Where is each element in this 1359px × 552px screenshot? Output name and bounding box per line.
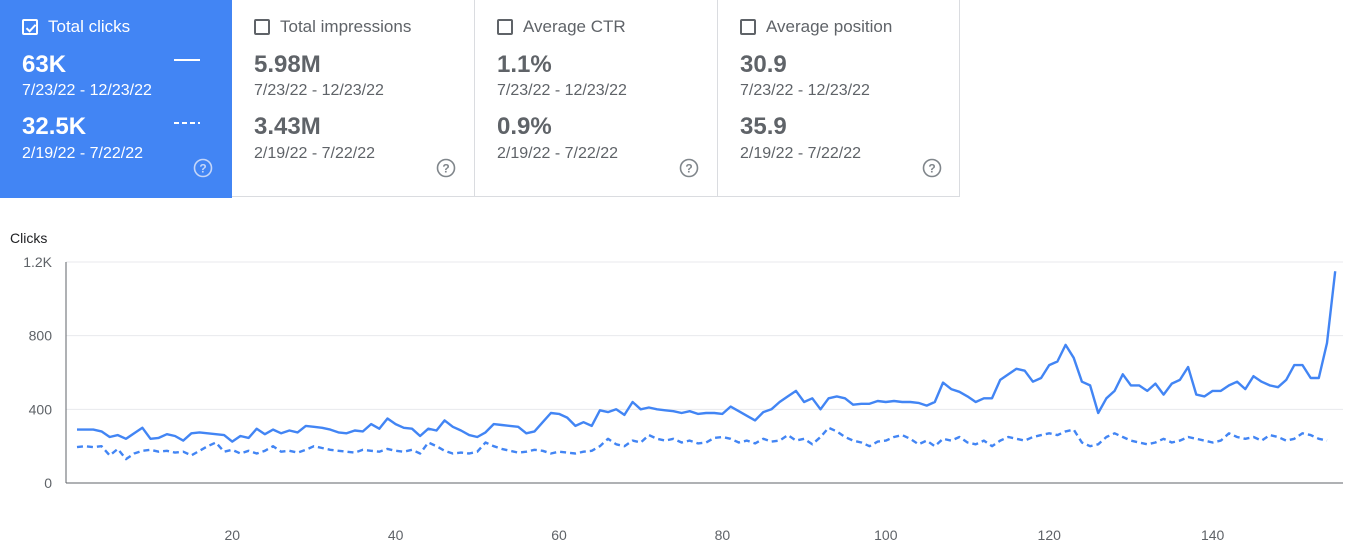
card-header: Total clicks bbox=[22, 17, 130, 37]
x-tick-label: 20 bbox=[224, 527, 240, 543]
card-header: Average position bbox=[740, 17, 892, 37]
y-axis-title: Clicks bbox=[10, 230, 48, 246]
solid-line-legend-icon bbox=[174, 59, 200, 61]
y-tick-label: 800 bbox=[29, 328, 53, 344]
current-value: 30.9 bbox=[740, 51, 787, 78]
svg-text:?: ? bbox=[442, 162, 449, 176]
current-date-range: 7/23/22 - 12/23/22 bbox=[740, 82, 870, 99]
current-date-range: 7/23/22 - 12/23/22 bbox=[497, 82, 627, 99]
metric-label: Total impressions bbox=[280, 17, 412, 36]
dashed-line-legend-icon bbox=[174, 122, 200, 124]
metric-label: Average position bbox=[766, 17, 893, 36]
help-icon[interactable]: ? bbox=[436, 158, 456, 178]
average-position-card[interactable]: Average position 30.9 7/23/22 - 12/23/22… bbox=[718, 0, 960, 197]
metric-label: Average CTR bbox=[523, 17, 626, 36]
total-impressions-card[interactable]: Total impressions 5.98M 7/23/22 - 12/23/… bbox=[232, 0, 475, 197]
previous-value: 0.9% bbox=[497, 113, 552, 140]
clicks-line-chart: 0 400 800 1.2K 20 40 60 80 100 120 140 bbox=[23, 254, 1343, 543]
current-date-range: 7/23/22 - 12/23/22 bbox=[22, 82, 152, 99]
previous-date-range: 2/19/22 - 7/22/22 bbox=[740, 145, 861, 162]
metric-cards: Total clicks 63K 7/23/22 - 12/23/22 32.5… bbox=[0, 0, 961, 198]
card-header: Average CTR bbox=[497, 17, 626, 37]
total-clicks-card[interactable]: Total clicks 63K 7/23/22 - 12/23/22 32.5… bbox=[0, 0, 232, 198]
help-icon[interactable]: ? bbox=[679, 158, 699, 178]
current-period-line bbox=[77, 271, 1337, 443]
svg-text:?: ? bbox=[928, 162, 935, 176]
current-value: 63K bbox=[22, 51, 67, 78]
svg-text:?: ? bbox=[199, 162, 206, 176]
x-tick-label: 140 bbox=[1201, 527, 1225, 543]
svg-text:?: ? bbox=[685, 162, 692, 176]
help-icon[interactable]: ? bbox=[922, 158, 942, 178]
y-tick-label: 400 bbox=[29, 401, 53, 417]
checkbox-icon[interactable] bbox=[740, 19, 756, 35]
average-ctr-card[interactable]: Average CTR 1.1% 7/23/22 - 12/23/22 0.9%… bbox=[475, 0, 718, 197]
previous-value: 32.5K bbox=[22, 113, 87, 140]
x-tick-label: 40 bbox=[388, 527, 404, 543]
current-date-range: 7/23/22 - 12/23/22 bbox=[254, 82, 384, 99]
checkbox-icon[interactable] bbox=[22, 19, 38, 35]
previous-value: 35.9 bbox=[740, 113, 787, 140]
metric-label: Total clicks bbox=[48, 17, 131, 36]
previous-value: 3.43M bbox=[254, 113, 321, 140]
x-tick-label: 80 bbox=[715, 527, 731, 543]
current-value: 5.98M bbox=[254, 51, 321, 78]
help-icon[interactable]: ? bbox=[193, 158, 213, 178]
checkbox-icon[interactable] bbox=[497, 19, 513, 35]
previous-date-range: 2/19/22 - 7/22/22 bbox=[254, 145, 375, 162]
x-tick-label: 100 bbox=[874, 527, 898, 543]
x-tick-label: 60 bbox=[551, 527, 567, 543]
current-value: 1.1% bbox=[497, 51, 552, 78]
x-tick-label: 120 bbox=[1038, 527, 1062, 543]
y-tick-label: 1.2K bbox=[23, 254, 52, 270]
previous-period-line bbox=[76, 426, 1328, 461]
y-tick-label: 0 bbox=[44, 475, 52, 491]
previous-date-range: 2/19/22 - 7/22/22 bbox=[497, 145, 618, 162]
checkbox-icon[interactable] bbox=[254, 19, 270, 35]
card-header: Total impressions bbox=[254, 17, 411, 37]
previous-date-range: 2/19/22 - 7/22/22 bbox=[22, 145, 143, 162]
